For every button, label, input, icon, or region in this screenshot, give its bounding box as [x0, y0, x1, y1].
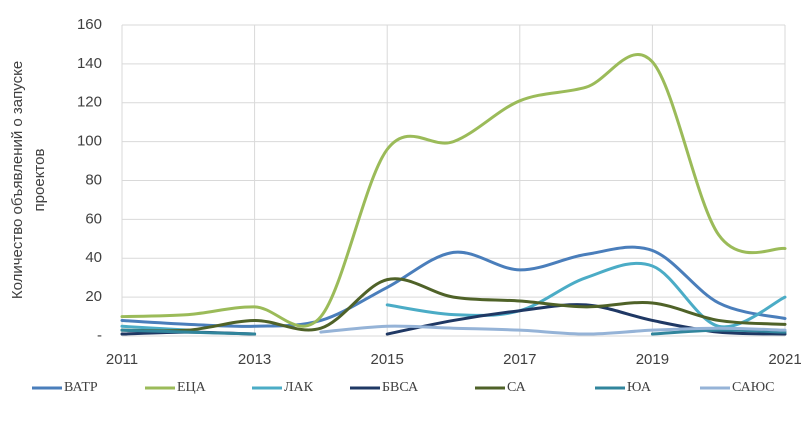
y-tick-label: 160: [77, 16, 102, 33]
y-axis-title: проектов: [31, 149, 48, 212]
legend-label: ВАТР: [64, 380, 98, 395]
legend-label: ЮА: [627, 380, 652, 395]
x-tick-label: 2011: [106, 351, 138, 368]
y-tick-label: 140: [77, 55, 102, 72]
y-tick-label: 120: [77, 94, 102, 111]
legend-label: ЛАК: [284, 380, 314, 395]
line-series: [319, 324, 787, 336]
legend-label: ЕЦА: [177, 380, 207, 395]
y-tick-label: 80: [85, 171, 102, 188]
y-tick-label: 60: [85, 210, 102, 227]
line-series: [120, 328, 787, 336]
x-tick-label: 2021: [768, 351, 801, 368]
x-tick-label: 2015: [371, 351, 404, 368]
x-tick-label: 2013: [238, 351, 271, 368]
legend-label: САЮС: [732, 380, 774, 395]
x-tick-label: 2019: [636, 351, 669, 368]
y-tick-label: 40: [85, 249, 102, 266]
legend-label: БВСА: [382, 380, 419, 395]
y-tick-label: 20: [85, 288, 102, 305]
y-tick-label: -: [97, 327, 102, 344]
line-series: [120, 53, 787, 328]
y-tick-label: 100: [77, 133, 102, 150]
x-tick-label: 2017: [503, 351, 536, 368]
line-series: [120, 277, 787, 333]
y-axis-title: Количество объявлений о запуске: [9, 61, 26, 299]
line-series: [120, 245, 787, 328]
legend-label: СА: [507, 380, 527, 395]
